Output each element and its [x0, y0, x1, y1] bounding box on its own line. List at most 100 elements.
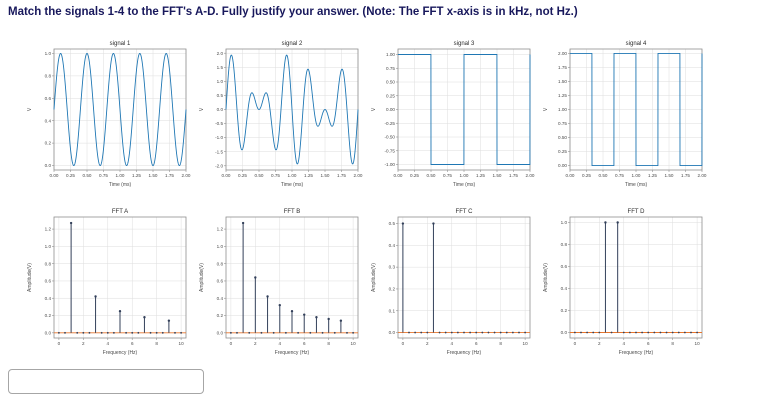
series: [570, 221, 702, 334]
svg-text:6: 6: [303, 341, 306, 346]
chart-fft-c: 0 2 4 6 8 10 0.0 0.1 0.2 0.3 0.4 0.5 FFT C Frequency …: [371, 209, 531, 356]
svg-text:0.25: 0.25: [386, 93, 395, 98]
chart-title: signal 2: [282, 41, 303, 47]
series: [226, 221, 358, 334]
svg-text:1.25: 1.25: [648, 173, 657, 178]
svg-text:0.50: 0.50: [255, 173, 264, 178]
tick-labels: 0.00 0.25 0.50 0.75 1.00 1.25 1.50 1.75 2.00 0.0 0…: [45, 51, 191, 178]
svg-text:0.0: 0.0: [45, 163, 52, 168]
svg-text:6: 6: [647, 341, 650, 346]
svg-text:-0.5: -0.5: [215, 121, 223, 126]
plot-border: [569, 216, 703, 339]
grid: [570, 217, 702, 338]
svg-text:0.00: 0.00: [394, 173, 403, 178]
tick-marks: [52, 53, 187, 172]
svg-text:0.75: 0.75: [558, 121, 567, 126]
x-axis-label: Time (ms): [453, 182, 476, 188]
svg-text:-0.75: -0.75: [385, 148, 396, 153]
svg-text:0.8: 0.8: [45, 73, 52, 78]
svg-text:1.75: 1.75: [558, 65, 567, 70]
svg-text:2.00: 2.00: [354, 173, 363, 178]
svg-text:1.50: 1.50: [665, 173, 674, 178]
tick-marks: [224, 228, 354, 340]
chart-title: FFT A: [112, 209, 128, 215]
tick-marks: [52, 228, 182, 340]
svg-text:10: 10: [351, 341, 357, 346]
svg-text:0.25: 0.25: [410, 173, 419, 178]
tick-labels: 0 2 4 6 8 10 0.0 0.2 0.4 0.6 0.8 1.0 1.2: [217, 227, 356, 346]
svg-text:1.00: 1.00: [460, 173, 469, 178]
svg-text:4: 4: [450, 341, 453, 346]
svg-text:0.5: 0.5: [217, 93, 224, 98]
svg-text:1.25: 1.25: [132, 173, 141, 178]
svg-text:0.5: 0.5: [389, 221, 396, 226]
svg-text:0.50: 0.50: [427, 173, 436, 178]
chart-cell-fft-a: 0 2 4 6 8 10 0.0 0.2 0.4 0.6 0.8 1.0 1.2 FFT A Frequen…: [24, 204, 194, 364]
svg-text:1.75: 1.75: [165, 173, 174, 178]
svg-text:1.2: 1.2: [217, 227, 224, 232]
svg-text:2.00: 2.00: [698, 173, 707, 178]
chart-title: signal 3: [454, 41, 475, 47]
svg-text:0: 0: [230, 341, 233, 346]
chart-title: FFT B: [284, 209, 301, 215]
svg-text:1.00: 1.00: [558, 107, 567, 112]
svg-text:1.25: 1.25: [558, 93, 567, 98]
x-axis-label: Time (ms): [281, 182, 304, 188]
plot-border: [53, 216, 187, 339]
svg-text:10: 10: [523, 341, 529, 346]
x-axis-label: Frequency (Hz): [619, 350, 654, 356]
svg-text:0.2: 0.2: [389, 287, 396, 292]
svg-text:2.00: 2.00: [558, 51, 567, 56]
chart-cell-signal-3: 0.00 0.25 0.50 0.75 1.00 1.25 1.50 1.75 2.00 -1.0…: [368, 36, 538, 196]
svg-text:0.25: 0.25: [558, 149, 567, 154]
svg-text:0.2: 0.2: [217, 313, 224, 318]
svg-text:8: 8: [155, 341, 158, 346]
svg-text:1.0: 1.0: [45, 51, 52, 56]
svg-text:4: 4: [106, 341, 109, 346]
svg-text:1.00: 1.00: [632, 173, 641, 178]
svg-text:0.00: 0.00: [386, 107, 395, 112]
svg-text:8: 8: [499, 341, 502, 346]
svg-text:8: 8: [327, 341, 330, 346]
svg-text:2.00: 2.00: [182, 173, 191, 178]
svg-text:0.0: 0.0: [561, 330, 568, 335]
svg-text:0.0: 0.0: [217, 107, 224, 112]
svg-text:0.50: 0.50: [599, 173, 608, 178]
answer-input[interactable]: [8, 369, 204, 394]
tick-marks: [568, 53, 703, 172]
plot-border: [397, 216, 531, 339]
svg-text:0.50: 0.50: [83, 173, 92, 178]
chart-cell-fft-b: 0 2 4 6 8 10 0.0 0.2 0.4 0.6 0.8 1.0 1.2 FFT B Frequen…: [196, 204, 366, 364]
svg-text:0.1: 0.1: [389, 308, 396, 313]
svg-text:1.00: 1.00: [116, 173, 125, 178]
svg-text:10: 10: [179, 341, 185, 346]
series: [225, 54, 359, 165]
svg-text:0.4: 0.4: [45, 296, 52, 301]
svg-text:1.50: 1.50: [558, 79, 567, 84]
series: [398, 222, 530, 334]
svg-text:1.5: 1.5: [217, 65, 224, 70]
svg-text:0.75: 0.75: [271, 173, 280, 178]
svg-text:0.0: 0.0: [217, 330, 224, 335]
grid: [398, 217, 530, 338]
svg-text:2.00: 2.00: [526, 173, 535, 178]
svg-text:2: 2: [254, 341, 257, 346]
x-axis-label: Frequency (Hz): [447, 350, 482, 356]
series: [398, 54, 531, 165]
tick-labels: 0.00 0.25 0.50 0.75 1.00 1.25 1.50 1.75 2.00 -2.0…: [215, 51, 363, 178]
svg-text:0.6: 0.6: [217, 279, 224, 284]
y-axis-label: V: [27, 107, 33, 111]
svg-text:0.2: 0.2: [45, 141, 52, 146]
svg-text:0.6: 0.6: [561, 264, 568, 269]
chart-signal-1: 0.00 0.25 0.50 0.75 1.00 1.25 1.50 1.75 2.00 0.0 0…: [27, 41, 191, 188]
svg-text:0.6: 0.6: [45, 96, 52, 101]
svg-text:0.0: 0.0: [45, 330, 52, 335]
svg-text:0.4: 0.4: [45, 118, 52, 123]
x-axis-label: Frequency (Hz): [103, 350, 138, 356]
svg-text:0.8: 0.8: [561, 242, 568, 247]
y-axis-label: Amplitude(V): [543, 263, 549, 292]
tick-labels: 0.00 0.25 0.50 0.75 1.00 1.25 1.50 1.75 2.00 -1.0…: [385, 52, 535, 178]
y-axis-label: V: [199, 107, 205, 111]
svg-text:0: 0: [58, 341, 61, 346]
chart-cell-fft-c: 0 2 4 6 8 10 0.0 0.1 0.2 0.3 0.4 0.5 FFT C Frequency …: [368, 204, 538, 364]
